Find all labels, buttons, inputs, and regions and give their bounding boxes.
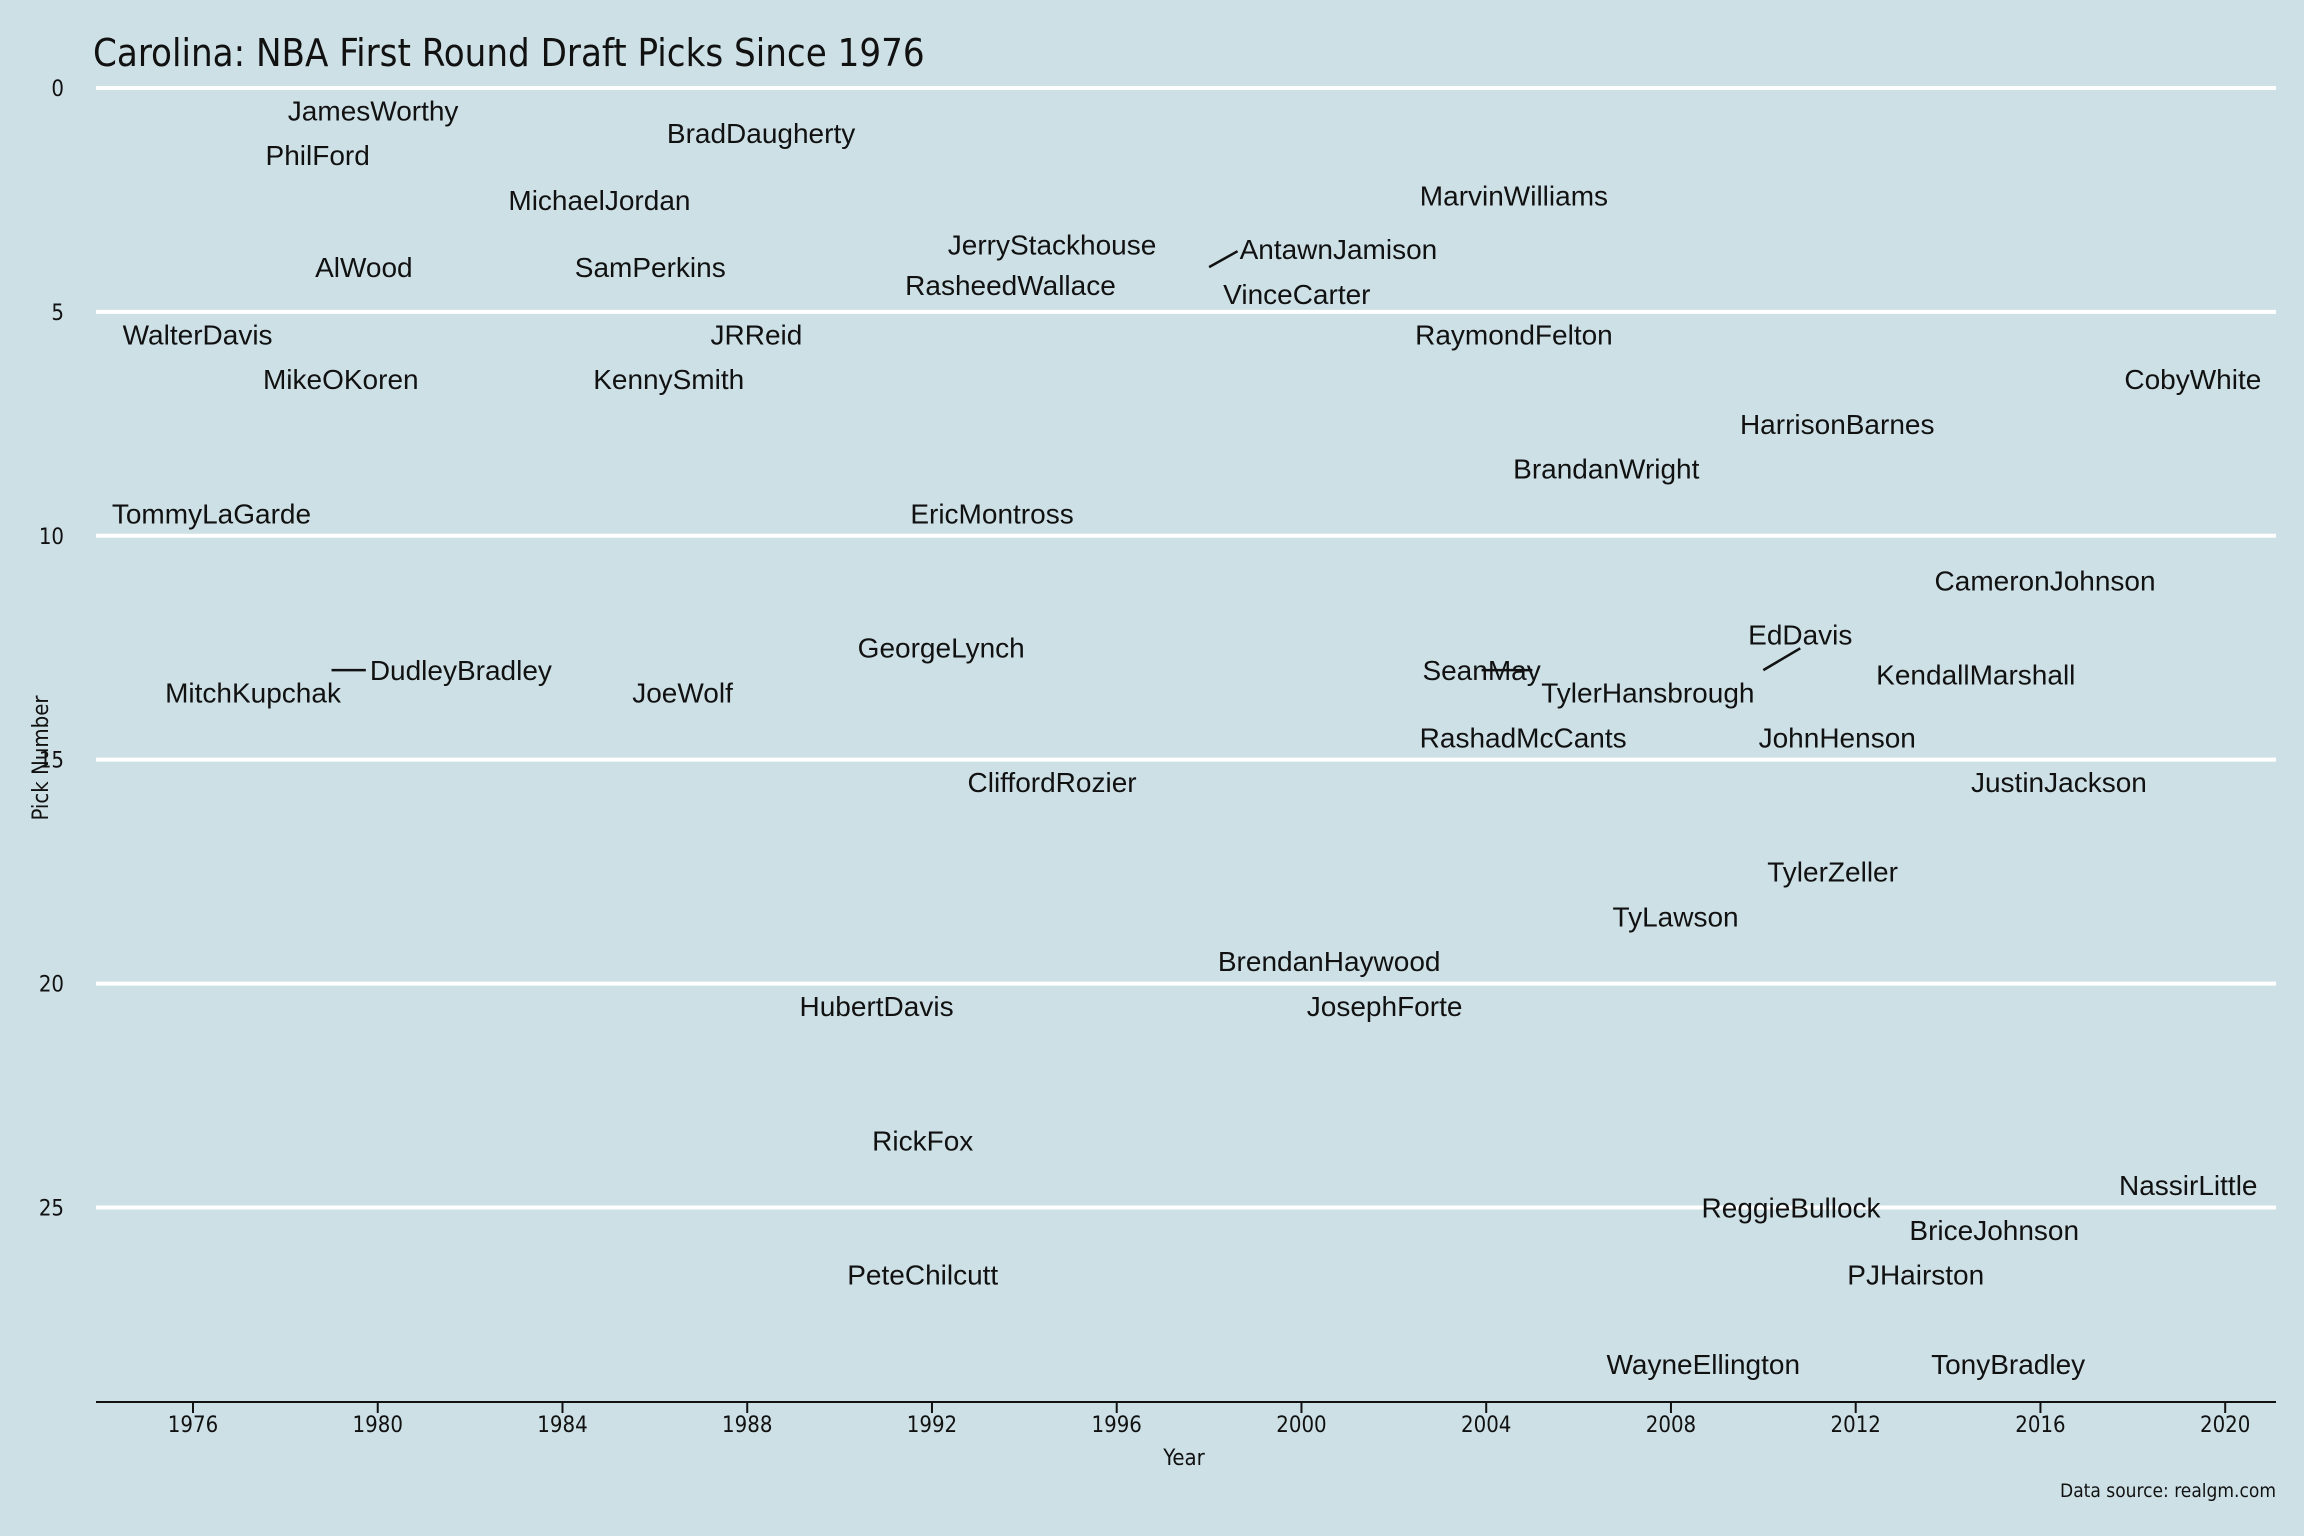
pick-label: JamesWorthy [288, 95, 459, 126]
axes: 0 5 10 15 20 25 1976 1980 1984 1988 1992 1996 2000 20… [39, 77, 2276, 1438]
x-tick-label: 2004 [1461, 1413, 1511, 1438]
pick-label: SeanMay [1422, 655, 1540, 686]
pick-label: RashadMcCants [1420, 722, 1627, 753]
pick-label: EdDavis [1748, 619, 1852, 650]
y-tick-label: 25 [39, 1196, 64, 1221]
pick-label: HubertDavis [800, 991, 954, 1022]
pick-label: BradDaugherty [667, 118, 855, 149]
pick-label: CameronJohnson [1935, 566, 2156, 597]
pick-label: BriceJohnson [1909, 1215, 2079, 1246]
pick-label: NassirLittle [2119, 1170, 2257, 1201]
pick-label: MichaelJordan [508, 185, 690, 216]
x-tick-label: 1992 [907, 1413, 957, 1438]
x-tick-label: 1984 [537, 1413, 587, 1438]
pick-label: MarvinWilliams [1420, 180, 1608, 211]
pick-label: PhilFord [266, 140, 370, 171]
y-axis-title: Pick Number [29, 695, 54, 821]
pick-label: TylerZeller [1767, 857, 1898, 888]
y-tick-label: 15 [39, 749, 64, 774]
pick-label: SamPerkins [575, 252, 726, 283]
pick-label: CobyWhite [2124, 364, 2261, 395]
x-tick-label: 1980 [353, 1413, 403, 1438]
pick-label: JustinJackson [1971, 767, 2147, 798]
pick-label: DudleyBradley [370, 655, 552, 686]
pick-label: PeteChilcutt [847, 1260, 998, 1291]
chart-title: Carolina: NBA First Round Draft Picks Si… [93, 31, 925, 75]
pick-label: GeorgeLynch [858, 633, 1025, 664]
y-tick-label: 10 [39, 525, 64, 550]
gridlines [96, 86, 2276, 1210]
pick-label: EricMontross [910, 498, 1073, 529]
pick-label: CliffordRozier [968, 767, 1137, 798]
leader-line [1762, 647, 1801, 672]
pick-label: WayneEllington [1607, 1349, 1801, 1380]
pick-label: MitchKupchak [165, 678, 342, 709]
y-tick-label: 0 [51, 77, 64, 102]
pick-label: RaymondFelton [1415, 319, 1613, 350]
x-tick-label: 2016 [2015, 1413, 2065, 1438]
leader-line [1208, 250, 1239, 269]
chart-caption: Data source: realgm.com [2060, 1480, 2276, 1502]
pick-label: JosephForte [1307, 991, 1463, 1022]
x-tick-label: 2008 [1646, 1413, 1696, 1438]
pick-label: WalterDavis [123, 319, 273, 350]
pick-labels: JamesWorthy PhilFord BradDaugherty MichaelJ… [112, 95, 2261, 1380]
pick-label: PJHairston [1847, 1260, 1984, 1291]
x-tick-label: 2012 [1831, 1413, 1881, 1438]
pick-label: JohnHenson [1759, 722, 1916, 753]
pick-label: KennySmith [593, 364, 744, 395]
x-tick-label: 1996 [1092, 1413, 1142, 1438]
pick-label: TylerHansbrough [1541, 678, 1754, 709]
pick-label: HarrisonBarnes [1740, 409, 1935, 440]
pick-label: VinceCarter [1223, 279, 1370, 310]
pick-label: ReggieBullock [1702, 1192, 1882, 1223]
pick-label: TyLawson [1613, 901, 1739, 932]
pick-label: JerryStackhouse [948, 230, 1157, 261]
pick-label: BrendanHaywood [1218, 946, 1441, 977]
x-tick-label: 1976 [168, 1413, 218, 1438]
x-tick-label: 2000 [1276, 1413, 1326, 1438]
pick-label: TommyLaGarde [112, 498, 311, 529]
pick-label: KendallMarshall [1876, 660, 2075, 691]
pick-label: JoeWolf [632, 678, 733, 709]
x-tick-label: 2020 [2200, 1413, 2250, 1438]
pick-label: BrandanWright [1513, 454, 1699, 485]
pick-label: RickFox [872, 1125, 973, 1156]
y-tick-label: 20 [39, 973, 64, 998]
label-leader-lines [331, 250, 1801, 672]
pick-label: JRReid [711, 319, 803, 350]
pick-label: AlWood [315, 252, 413, 283]
pick-label: AntawnJamison [1240, 234, 1438, 265]
x-tick-label: 1988 [722, 1413, 772, 1438]
pick-label: TonyBradley [1931, 1349, 2085, 1380]
y-tick-label: 5 [51, 301, 64, 326]
x-axis-title: Year [1162, 1446, 1205, 1471]
pick-label: RasheedWallace [905, 270, 1116, 301]
pick-label: MikeOKoren [263, 364, 419, 395]
